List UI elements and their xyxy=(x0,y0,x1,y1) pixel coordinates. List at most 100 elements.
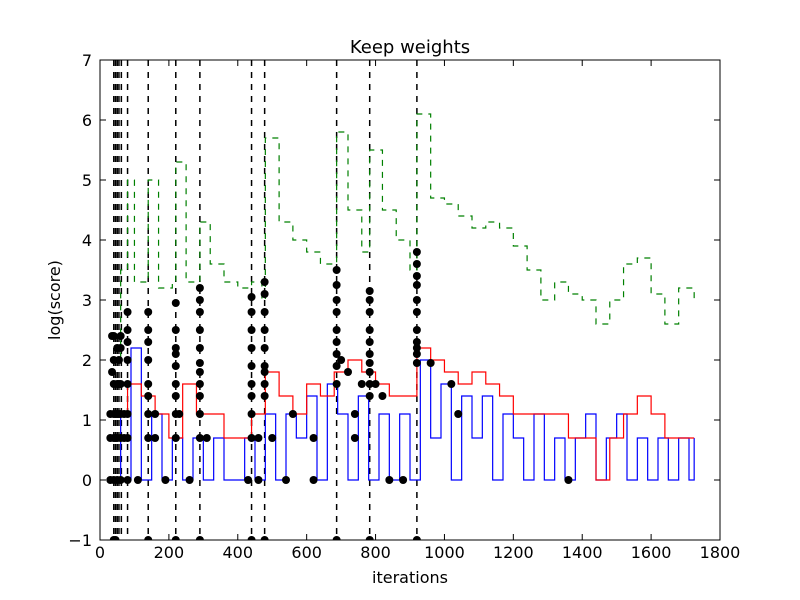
data-point-47 xyxy=(195,308,204,316)
y-axis-label: log(score) xyxy=(45,260,64,340)
data-point-57 xyxy=(247,293,256,301)
data-point-100 xyxy=(412,272,421,280)
data-point-149 xyxy=(454,410,463,418)
x-tick-label-2: 400 xyxy=(223,543,254,562)
data-point-92 xyxy=(365,350,374,358)
data-point-96 xyxy=(365,392,374,400)
data-point-137 xyxy=(309,476,318,484)
x-tick-label-4: 800 xyxy=(360,543,391,562)
data-point-78 xyxy=(332,281,341,289)
data-point-123 xyxy=(133,476,142,484)
y-tick-label-7: 6 xyxy=(82,111,92,130)
data-point-31 xyxy=(144,392,153,400)
data-point-44 xyxy=(171,536,180,540)
data-point-124 xyxy=(151,410,160,418)
data-point-28 xyxy=(144,338,153,346)
data-point-64 xyxy=(247,410,256,418)
data-point-97 xyxy=(365,536,374,540)
data-point-133 xyxy=(268,434,277,442)
data-point-37 xyxy=(171,344,180,352)
data-point-71 xyxy=(260,344,269,352)
data-point-122 xyxy=(120,410,129,418)
y-tick-label-5: 4 xyxy=(82,231,92,250)
chart-title: Keep weights xyxy=(350,37,470,58)
y-tick-label-6: 5 xyxy=(82,171,92,190)
data-point-66 xyxy=(247,536,256,540)
data-point-34 xyxy=(144,536,153,540)
data-point-144 xyxy=(378,392,387,400)
data-point-61 xyxy=(247,362,256,370)
x-tick-label-0: 0 xyxy=(95,543,105,562)
series-line-0 xyxy=(110,347,695,481)
data-point-74 xyxy=(260,380,269,388)
data-point-27 xyxy=(144,326,153,334)
x-axis-ticks: 0 200 400 600 800 1000 1200 1400 1600 1800 xyxy=(95,60,740,562)
data-point-26 xyxy=(144,308,153,316)
data-point-150 xyxy=(564,476,573,484)
data-point-62 xyxy=(247,380,256,388)
data-point-55 xyxy=(195,434,204,442)
data-point-89 xyxy=(365,308,374,316)
y-axis-ticks: −1 0 1 2 3 4 5 6 7 xyxy=(68,51,720,550)
data-point-98 xyxy=(412,248,421,256)
y-tick-label-1: 0 xyxy=(82,471,92,490)
data-point-130 xyxy=(244,476,253,484)
data-point-85 xyxy=(332,380,341,388)
data-point-45 xyxy=(195,284,204,292)
data-point-136 xyxy=(309,434,318,442)
x-tick-label-5: 1000 xyxy=(424,543,465,562)
data-point-121 xyxy=(120,434,129,442)
data-point-114 xyxy=(108,332,117,340)
data-point-48 xyxy=(195,326,204,334)
data-point-138 xyxy=(337,356,346,364)
data-point-12 xyxy=(116,332,125,340)
data-point-73 xyxy=(260,368,269,376)
data-point-147 xyxy=(426,359,435,367)
x-tick-label-6: 1200 xyxy=(493,543,534,562)
data-point-79 xyxy=(332,296,341,304)
data-point-106 xyxy=(412,344,421,352)
data-point-30 xyxy=(144,380,153,388)
data-point-104 xyxy=(412,326,421,334)
x-tick-label-7: 1400 xyxy=(562,543,603,562)
data-point-129 xyxy=(202,434,211,442)
data-point-109 xyxy=(412,536,421,540)
data-point-36 xyxy=(171,326,180,334)
data-point-103 xyxy=(412,308,421,316)
data-point-88 xyxy=(365,296,374,304)
data-point-113 xyxy=(108,368,117,376)
data-point-143 xyxy=(371,380,380,388)
data-point-41 xyxy=(171,392,180,400)
data-point-105 xyxy=(412,338,421,346)
data-point-108 xyxy=(412,359,421,367)
data-point-33 xyxy=(144,434,153,442)
data-point-35 xyxy=(171,299,180,307)
data-point-145 xyxy=(385,476,394,484)
data-point-38 xyxy=(171,350,180,358)
x-tick-label-1: 200 xyxy=(154,543,185,562)
y-tick-label-4: 3 xyxy=(82,291,92,310)
data-point-87 xyxy=(365,287,374,295)
data-point-116 xyxy=(111,434,120,442)
data-point-132 xyxy=(254,476,263,484)
y-tick-label-3: 2 xyxy=(82,351,92,370)
data-point-115 xyxy=(111,536,120,540)
data-point-29 xyxy=(144,356,153,364)
plot-area xyxy=(106,60,695,540)
data-point-86 xyxy=(332,536,341,540)
data-point-63 xyxy=(247,392,256,400)
data-point-140 xyxy=(350,410,359,418)
data-point-125 xyxy=(151,434,160,442)
data-point-135 xyxy=(288,410,297,418)
data-point-21 xyxy=(123,356,132,364)
data-point-128 xyxy=(185,476,194,484)
data-point-65 xyxy=(247,434,256,442)
data-point-18 xyxy=(123,308,132,316)
data-point-59 xyxy=(247,326,256,334)
data-point-141 xyxy=(350,434,359,442)
data-point-50 xyxy=(195,359,204,367)
data-point-119 xyxy=(114,380,123,388)
data-point-81 xyxy=(332,326,341,334)
data-point-131 xyxy=(254,434,263,442)
